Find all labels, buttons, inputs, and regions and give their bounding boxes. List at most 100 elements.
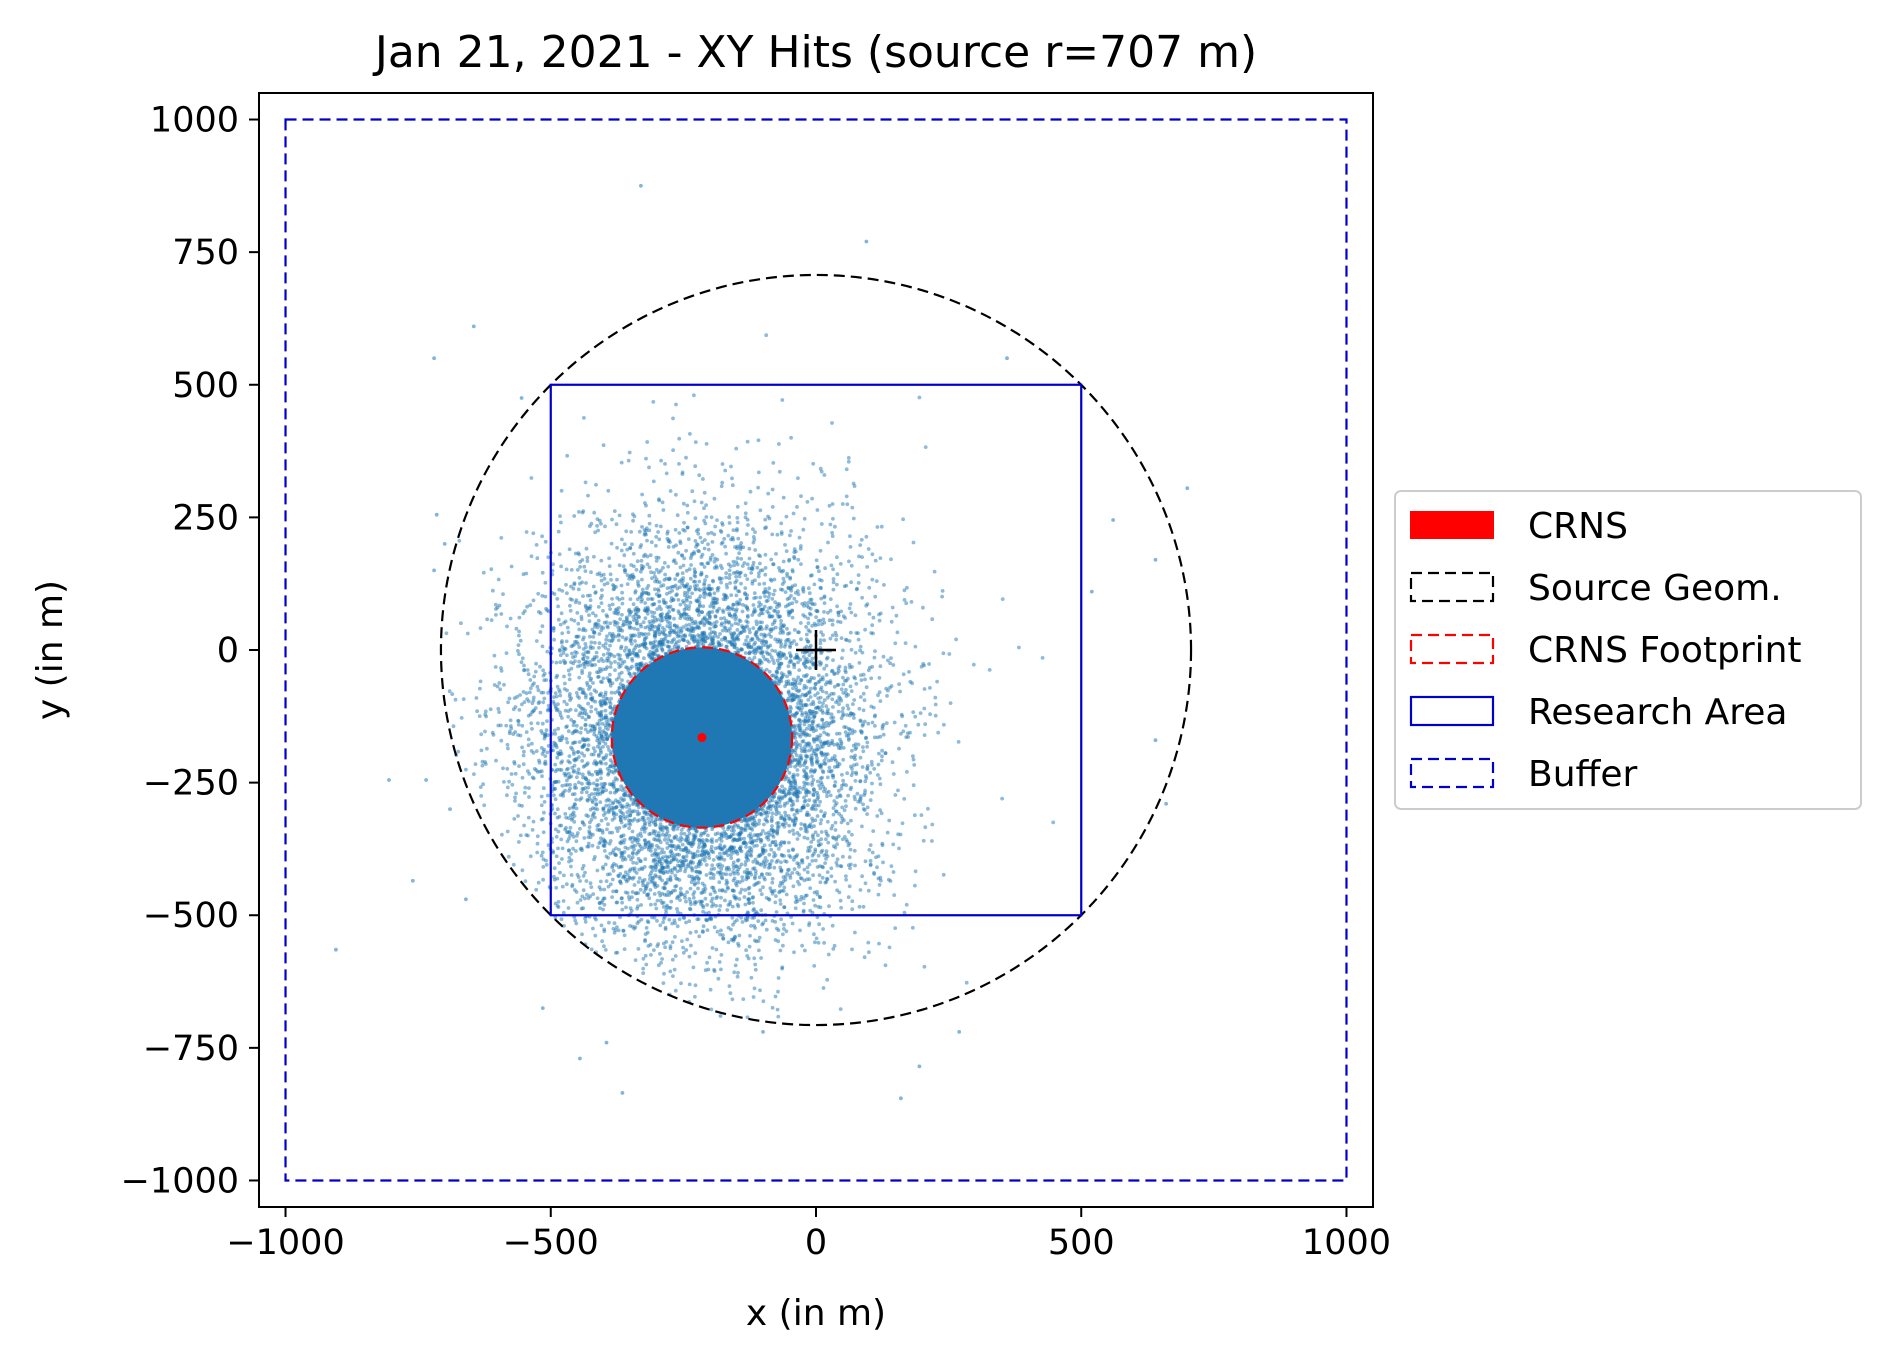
hit-point [792, 628, 797, 632]
hit-point [624, 615, 629, 620]
hit-point [825, 819, 830, 824]
hit-point [578, 826, 582, 831]
hit-point [824, 857, 828, 861]
hit-point [577, 740, 582, 744]
hit-point [807, 591, 812, 596]
hit-point [752, 609, 756, 614]
hit-point [897, 746, 901, 751]
hit-point [586, 701, 590, 706]
hit-point [575, 775, 579, 780]
hit-point [862, 698, 867, 703]
hit-point [764, 333, 769, 338]
hit-point [608, 621, 613, 626]
hit-point [588, 807, 593, 812]
hit-point [627, 869, 632, 874]
hit-point [923, 825, 928, 830]
hit-point [792, 596, 797, 601]
hit-point [599, 879, 603, 884]
hit-point [770, 532, 775, 537]
hit-point [767, 659, 771, 664]
hit-point [779, 644, 783, 649]
hit-point [617, 672, 622, 676]
hit-point [832, 672, 837, 676]
hit-point [654, 906, 659, 911]
hit-point [738, 890, 743, 895]
hit-point [771, 592, 776, 597]
hit-point [619, 548, 624, 553]
hit-point [853, 797, 857, 802]
hit-point [709, 530, 714, 535]
hit-point [531, 598, 536, 603]
hit-point [770, 597, 775, 601]
hit-point [589, 640, 594, 645]
hit-point [697, 842, 702, 846]
hit-point [668, 946, 673, 951]
hit-point [836, 709, 841, 714]
hit-point [653, 587, 657, 592]
hit-point [860, 595, 864, 600]
hit-point [587, 613, 591, 617]
hit-point [835, 857, 840, 862]
hit-point [597, 645, 601, 650]
hit-point [693, 951, 698, 956]
hit-point [609, 696, 613, 701]
hit-point [564, 825, 568, 830]
hit-point [713, 556, 717, 561]
hit-point [913, 883, 917, 888]
hit-point [535, 684, 540, 689]
hit-point [844, 694, 849, 698]
hit-point [678, 585, 682, 589]
hit-point [664, 471, 669, 476]
hit-point [829, 866, 834, 871]
hit-point [877, 618, 882, 623]
hit-point [792, 950, 796, 955]
hit-point [518, 733, 523, 738]
hit-point [593, 915, 597, 920]
hit-point [913, 644, 918, 649]
hit-point [869, 759, 874, 764]
hit-point [678, 886, 683, 891]
hit-point [683, 869, 687, 874]
hit-point [752, 655, 757, 660]
hit-point [776, 976, 781, 980]
hit-point [618, 879, 622, 884]
hit-point [677, 531, 682, 535]
hit-point [517, 629, 521, 634]
hit-point [540, 752, 545, 756]
hit-point [804, 625, 808, 629]
hit-point [904, 601, 909, 606]
hit-point [736, 970, 740, 975]
hit-point [707, 955, 712, 960]
hit-point [706, 833, 710, 838]
hit-point [608, 790, 613, 795]
hit-point [819, 818, 824, 822]
hit-point [828, 522, 833, 527]
hit-point [600, 939, 604, 944]
hit-point [863, 774, 868, 778]
hit-point [935, 679, 939, 684]
hit-point [792, 813, 797, 817]
hit-point [673, 935, 677, 939]
hit-point [834, 637, 838, 642]
hit-point [798, 928, 802, 933]
hit-point [774, 843, 779, 848]
hit-point [751, 560, 756, 565]
hit-point [708, 987, 713, 992]
hit-point [704, 574, 709, 579]
hit-point [847, 606, 852, 611]
hit-point [539, 803, 544, 808]
hit-point [573, 650, 578, 654]
hit-point [545, 719, 549, 723]
hit-point [805, 836, 810, 841]
hit-point [585, 680, 589, 685]
hit-point [505, 742, 510, 747]
hit-point [581, 594, 585, 598]
hit-point [565, 740, 570, 745]
hit-point [596, 845, 600, 850]
hit-point [640, 525, 644, 529]
hit-point [803, 948, 807, 953]
hit-point [595, 896, 600, 901]
hit-point [601, 729, 606, 734]
hit-point [591, 635, 596, 639]
hit-point [839, 687, 844, 692]
